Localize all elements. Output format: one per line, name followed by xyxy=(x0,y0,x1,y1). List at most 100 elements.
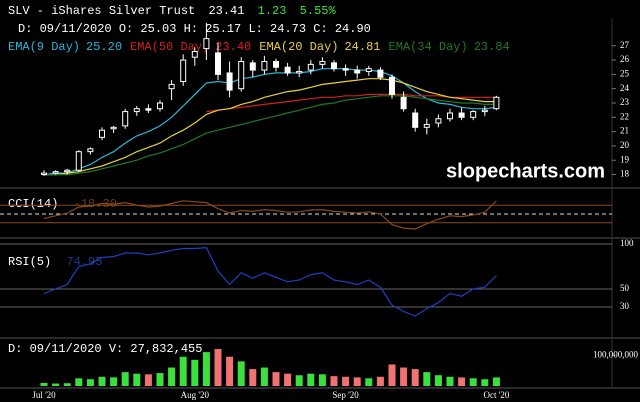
candle-body xyxy=(423,123,430,128)
candle-body xyxy=(180,59,187,83)
candle-body xyxy=(52,171,59,174)
volume-bar xyxy=(63,383,71,386)
chart-title: SLV - iShares Silver Trust xyxy=(8,4,195,18)
candle-body xyxy=(41,172,47,176)
candle-body xyxy=(481,109,488,113)
candle-body xyxy=(365,68,372,73)
volume-bar xyxy=(179,356,187,386)
y-tick-label: 26 xyxy=(620,54,630,64)
volume-bar xyxy=(237,361,245,386)
candle-body xyxy=(435,118,442,124)
ema-line xyxy=(44,78,497,176)
candle-body xyxy=(447,112,453,120)
candle-body xyxy=(307,63,314,71)
volume-title: D: 09/11/2020 V: 27,832,455 xyxy=(8,342,202,356)
volume-bar xyxy=(133,373,141,386)
ema-line xyxy=(206,93,497,113)
candle-body xyxy=(215,52,221,75)
candle-body xyxy=(87,148,94,153)
candle-body xyxy=(342,68,349,71)
ema-line xyxy=(44,95,497,176)
y-tick-label: 100,000,000 xyxy=(593,349,639,359)
volume-bar xyxy=(191,359,199,386)
candle-body xyxy=(157,102,163,110)
volume-bar xyxy=(411,369,419,386)
volume-bar xyxy=(168,367,176,386)
watermark: slopecharts.com xyxy=(446,160,605,182)
candle-body xyxy=(273,61,279,68)
volume-bar xyxy=(284,373,292,386)
volume-bar xyxy=(330,376,338,386)
candle-body xyxy=(412,112,419,128)
ema-line xyxy=(43,68,497,176)
volume-bar xyxy=(492,377,500,386)
volume-bar xyxy=(260,367,268,386)
legend-name: EMA(50 Day) xyxy=(130,40,209,54)
volume-bar xyxy=(365,378,373,386)
cci-title: CCI(14) -18.30 xyxy=(8,197,117,211)
volume-bar xyxy=(446,376,454,386)
legend-name: EMA(9 Day) xyxy=(8,40,80,54)
candle-body xyxy=(493,96,500,110)
volume-bar xyxy=(52,383,60,386)
y-tick-label: 19 xyxy=(620,154,630,164)
indicator-line xyxy=(43,246,497,317)
volume-bar xyxy=(156,373,164,386)
candle-body xyxy=(145,108,152,111)
volume-bar xyxy=(121,372,129,386)
volume-bar xyxy=(272,372,280,386)
candle-body xyxy=(284,66,291,74)
y-tick-label: 100 xyxy=(620,238,634,248)
indicator-line xyxy=(43,200,497,230)
x-tick-label: Oct '20 xyxy=(483,390,509,400)
candle-body xyxy=(238,61,245,90)
candle-body xyxy=(75,151,82,171)
y-tick-label: 25 xyxy=(620,68,630,78)
candle-body xyxy=(249,62,256,71)
volume-bar xyxy=(214,349,222,386)
volume-bar xyxy=(40,382,48,386)
rsi-label: RSI(5) xyxy=(8,255,51,269)
volume-bar xyxy=(481,379,489,386)
candle-body xyxy=(203,38,210,50)
volume-bar xyxy=(469,378,477,386)
volume-bar xyxy=(307,373,315,386)
volume-bar xyxy=(226,356,234,386)
candle-body xyxy=(99,129,105,138)
x-tick-label: Aug '20 xyxy=(181,390,210,400)
candle-body xyxy=(354,69,361,74)
legend-name: EMA(34 Day) xyxy=(389,40,468,54)
y-tick-label: 24 xyxy=(620,83,630,93)
rsi-title: RSI(5) 74.95 xyxy=(8,255,102,269)
candle-body xyxy=(400,96,407,110)
candle-body xyxy=(191,50,198,58)
candle-body xyxy=(458,112,465,118)
ohlc-info: D: 09/11/2020 O: 25.03 H: 25.17 L: 24.73… xyxy=(18,22,371,36)
candle-body xyxy=(470,111,477,118)
candle-body xyxy=(377,69,384,78)
legend-value: 23.84 xyxy=(474,40,510,54)
volume-bar xyxy=(353,377,361,386)
candle-body xyxy=(389,76,395,95)
y-tick-label: 22 xyxy=(620,111,629,121)
volume-bar xyxy=(400,367,408,386)
y-tick-label: 23 xyxy=(620,97,630,107)
volume-bar xyxy=(434,375,442,386)
volume-bar xyxy=(376,376,384,386)
candle-body xyxy=(110,126,117,130)
y-tick-label: 20 xyxy=(620,140,630,150)
volume-bar xyxy=(318,374,326,386)
change-pct: 5.55% xyxy=(300,4,337,18)
change: 1.23 xyxy=(258,4,287,18)
legend-value: 23.40 xyxy=(215,40,251,54)
x-tick-label: Jul '20 xyxy=(32,390,56,400)
candle-body xyxy=(133,108,140,113)
header: SLV - iShares Silver Trust 23.41 1.23 5.… xyxy=(8,4,336,18)
volume-bar xyxy=(342,376,350,386)
volume-bar xyxy=(202,352,210,386)
candle-body xyxy=(122,111,129,127)
x-tick-label: Sep '20 xyxy=(332,390,359,400)
cci-label: CCI(14) xyxy=(8,197,58,211)
volume-bar xyxy=(295,375,303,386)
